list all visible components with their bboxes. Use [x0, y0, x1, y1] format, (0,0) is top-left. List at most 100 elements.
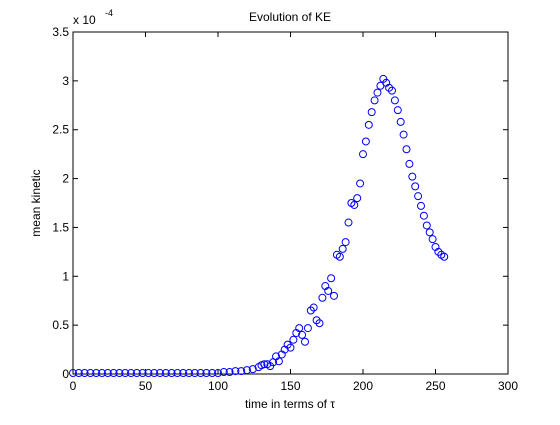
scatter-point	[318, 293, 327, 302]
chart-title: Evolution of KE	[249, 10, 331, 24]
scatter-point	[86, 369, 95, 378]
scatter-point	[312, 316, 321, 325]
y-tick-label: 0	[62, 367, 69, 381]
scatter-point	[202, 369, 211, 378]
x-tick-label: 100	[208, 379, 228, 393]
scatter-point	[309, 303, 318, 312]
scatter-point	[286, 343, 295, 352]
scatter-point	[301, 337, 309, 346]
scatter-point	[92, 369, 101, 378]
plot-frame	[72, 31, 509, 375]
x-tick-label: 300	[498, 379, 518, 393]
x-tick-label: 150	[280, 379, 300, 393]
scatter-point	[327, 274, 336, 283]
scatter-point	[393, 106, 402, 115]
scatter-point	[434, 247, 443, 256]
scatter-point	[231, 367, 240, 376]
scatter-point	[109, 369, 118, 378]
scatter-point	[219, 368, 228, 377]
scatter-point	[185, 369, 193, 378]
scatter-point	[356, 179, 365, 188]
scatter-point	[121, 369, 130, 378]
scatter-point	[335, 252, 344, 261]
scatter-point	[298, 330, 307, 339]
scatter-point	[417, 201, 425, 210]
scatter-point	[274, 357, 283, 366]
scatter-point	[425, 228, 434, 237]
scatter-point	[208, 369, 217, 378]
y-tick-label: 1.5	[52, 220, 69, 234]
y-exponent: -4	[105, 8, 113, 18]
scatter-point	[402, 145, 411, 154]
scatter-point	[74, 369, 83, 378]
scatter-point	[405, 159, 414, 168]
y-tick-label: 0.5	[52, 318, 69, 332]
x-tick-label: 50	[139, 379, 153, 393]
scatter-point	[396, 117, 405, 126]
scatter-point	[69, 369, 77, 378]
x-axis-label: time in terms of τ	[245, 397, 335, 411]
scatter-point	[440, 252, 449, 261]
scatter-point	[115, 369, 124, 378]
scatter-point	[161, 369, 170, 378]
scatter-point	[341, 238, 350, 247]
x-tick-label: 250	[425, 379, 445, 393]
x-tick-label: 0	[70, 379, 77, 393]
scatter-point	[156, 369, 164, 378]
scatter-point	[127, 369, 135, 378]
scatter-point	[344, 218, 353, 227]
scatter-point	[179, 369, 188, 378]
scatter-point	[419, 211, 428, 220]
scatter-point	[370, 96, 379, 105]
scatter-point	[132, 369, 141, 378]
scatter-point	[225, 368, 234, 377]
y-multiplier: x 10	[73, 13, 96, 27]
scatter-point	[388, 86, 396, 95]
scatter-point	[260, 360, 269, 369]
scatter-point	[283, 340, 292, 349]
scatter-point	[411, 182, 420, 191]
scatter-point	[385, 83, 394, 92]
y-tick-label: 2.5	[52, 123, 69, 137]
scatter-point	[399, 130, 408, 139]
scatter-point	[167, 369, 176, 378]
scatter-point	[103, 369, 112, 378]
scatter-point	[150, 369, 159, 378]
scatter-point	[350, 200, 359, 209]
scatter-point	[422, 221, 431, 230]
x-tick-label: 200	[353, 379, 373, 393]
scatter-point	[367, 108, 376, 117]
scatter-point	[237, 367, 246, 376]
scatter-point	[243, 366, 251, 375]
scatter-point	[80, 369, 89, 378]
scatter-point	[248, 365, 257, 374]
scatter-point	[173, 369, 182, 378]
scatter-point	[138, 369, 147, 378]
y-tick-label: 3.5	[52, 25, 69, 39]
scatter-point	[324, 286, 333, 295]
scatter-point	[364, 120, 373, 129]
scatter-point	[408, 172, 417, 181]
scatter-point	[315, 319, 324, 328]
scatter-point	[289, 335, 298, 344]
scatter-point	[190, 369, 199, 378]
y-tick-label: 2	[62, 172, 69, 186]
scatter-point	[390, 96, 399, 105]
y-axis-label: mean kinetic	[29, 169, 43, 236]
scatter-point	[338, 244, 347, 253]
scatter-point	[359, 150, 367, 159]
scatter-point	[414, 192, 423, 201]
y-tick-label: 3	[62, 74, 69, 88]
scatter-point	[361, 137, 370, 146]
scatter-point	[98, 369, 106, 378]
scatter-point	[330, 291, 338, 300]
scatter-point	[295, 324, 304, 333]
scatter-point	[353, 194, 362, 203]
scatter-point	[306, 306, 315, 315]
y-tick-label: 1	[62, 269, 69, 283]
scatter-point	[428, 235, 437, 244]
scatter-point	[303, 324, 312, 333]
scatter-point	[196, 369, 205, 378]
scatter-point	[214, 369, 222, 378]
